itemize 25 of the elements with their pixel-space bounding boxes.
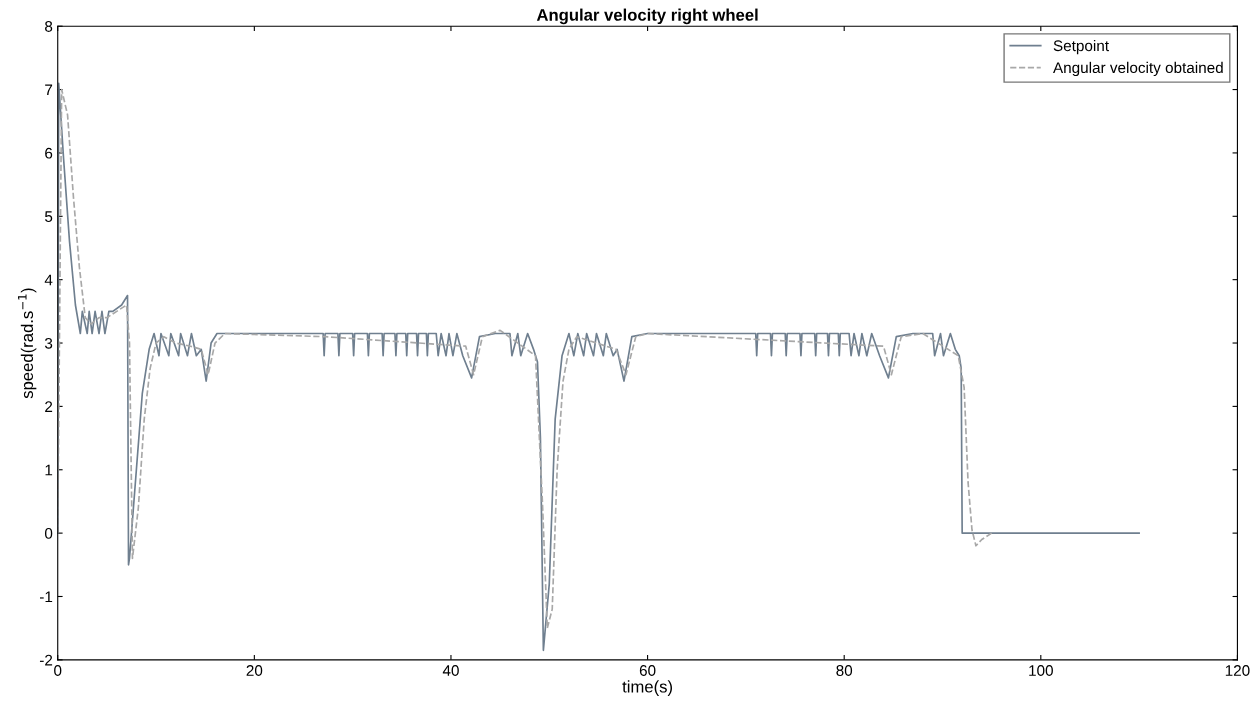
x-axis-title: time(s) <box>622 680 673 696</box>
y-tick-label: 5 <box>44 211 53 222</box>
legend-label: Angular velocity obtained <box>1053 61 1223 77</box>
chart-title: Angular velocity right wheel <box>536 8 758 25</box>
y-tick-label: 1 <box>45 464 53 476</box>
x-tick-label: 120 <box>1225 665 1250 676</box>
y-tick-label: 8 <box>45 21 53 32</box>
y-tick-label: 2 <box>45 401 53 412</box>
y-tick-label: -2 <box>39 654 53 666</box>
y-tick-label: 6 <box>45 147 53 159</box>
x-tick-label: 40 <box>442 665 459 676</box>
y-axis-title: speed(rad.s$^{−1}$) <box>18 288 37 399</box>
line-series <box>57 82 1140 652</box>
y-tick-label: 3 <box>44 337 53 349</box>
x-tick-label: 0 <box>54 665 62 676</box>
x-tick-label: 60 <box>639 665 656 676</box>
x-tick-label: 100 <box>1029 665 1053 676</box>
y-tick-label: 7 <box>45 84 53 96</box>
x-tick-label: 80 <box>836 665 853 676</box>
y-tick-label: 0 <box>44 527 53 539</box>
line-series <box>57 88 993 630</box>
x-tick-label: 20 <box>246 665 263 676</box>
y-tick-label: -1 <box>39 591 53 603</box>
legend-label: Setpoint <box>1053 39 1109 55</box>
y-tick-label: 4 <box>44 274 53 286</box>
